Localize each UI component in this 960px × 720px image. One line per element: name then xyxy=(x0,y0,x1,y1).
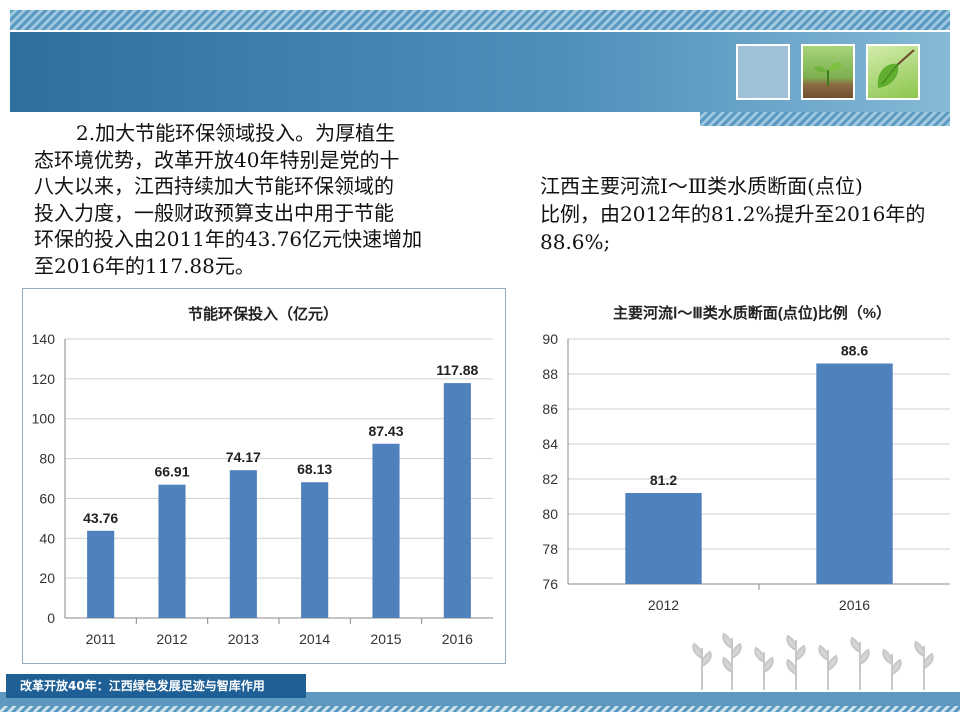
x-tick-label: 2011 xyxy=(86,631,116,647)
y-tick-label: 76 xyxy=(542,576,558,592)
left-paragraph-line: 八大以来，江西持续加大节能环保领域的 xyxy=(34,174,394,198)
right-paragraph-line: 比例，由2012年的81.2%提升至2016年的 xyxy=(540,202,926,226)
header-stripe-right xyxy=(700,112,950,126)
footer-label: 改革开放40年：江西绿色发展足迹与智库作用 xyxy=(6,674,306,698)
bar xyxy=(301,482,329,618)
y-tick-label: 80 xyxy=(39,451,55,467)
right-paragraph-line: 88.6%; xyxy=(540,230,611,254)
header-thumbnail-sprout xyxy=(801,44,855,100)
data-label: 81.2 xyxy=(650,472,677,488)
y-tick-label: 0 xyxy=(47,610,55,626)
bar xyxy=(87,530,115,618)
data-label: 88.6 xyxy=(841,343,868,359)
x-tick-label: 2016 xyxy=(839,597,870,613)
left-paragraph: 2.加大节能环保领域投入。为厚植生 态环境优势，改革开放40年特别是党的十 八大… xyxy=(34,120,494,279)
data-label: 68.13 xyxy=(297,461,332,477)
investment-chart-frame: 节能环保投入（亿元） 0 20 40 60 80 100 120 140 43.76 2011 66.… xyxy=(22,288,506,664)
y-tick-label: 78 xyxy=(542,541,558,557)
x-tick-label: 2012 xyxy=(156,631,187,647)
data-label: 87.43 xyxy=(368,423,403,439)
bar xyxy=(372,443,400,618)
y-tick-label: 80 xyxy=(542,506,558,522)
x-tick-label: 2016 xyxy=(442,631,473,647)
header-thumbnail-blank xyxy=(736,44,790,100)
left-paragraph-line: 态环境优势，改革开放40年特别是党的十 xyxy=(34,147,400,172)
y-tick-label: 82 xyxy=(542,471,558,487)
left-paragraph-line: 2.加大节能环保领域投入。为厚植生 xyxy=(76,121,396,145)
left-paragraph-line: 至2016年的117.88元。 xyxy=(34,253,255,278)
left-paragraph-line: 环保的投入由2011年的43.76亿元快速增加 xyxy=(34,227,423,251)
x-tick-label: 2013 xyxy=(228,631,259,647)
data-label: 117.88 xyxy=(436,362,478,378)
investment-chart: 节能环保投入（亿元） 0 20 40 60 80 100 120 140 43.76 2011 66.… xyxy=(32,305,493,647)
bar xyxy=(158,484,186,618)
header-stripe xyxy=(10,10,950,30)
y-tick-label: 140 xyxy=(32,331,56,347)
right-paragraph: 江西主要河流Ⅰ～Ⅲ类水质断面(点位) 比例，由2012年的81.2%提升至201… xyxy=(540,172,960,256)
chart-title: 主要河流Ⅰ～Ⅲ类水质断面(点位)比例（%） xyxy=(613,304,891,322)
water-quality-chart-frame: 主要河流Ⅰ～Ⅲ类水质断面(点位)比例（%） 76 78 80 82 84 86 88 90 81.… xyxy=(520,290,960,630)
y-tick-label: 40 xyxy=(39,530,55,546)
footer-stripe xyxy=(0,706,960,712)
bar xyxy=(443,383,471,618)
y-tick-label: 100 xyxy=(32,411,56,427)
x-tick-label: 2015 xyxy=(370,631,401,647)
x-tick-label: 2012 xyxy=(648,597,679,613)
plants-decoration xyxy=(692,632,934,690)
data-label: 74.17 xyxy=(226,449,261,465)
bar xyxy=(816,363,893,584)
y-tick-label: 88 xyxy=(542,366,558,382)
y-tick-label: 84 xyxy=(542,436,558,452)
data-label: 66.91 xyxy=(154,464,189,480)
y-tick-label: 90 xyxy=(542,331,558,347)
y-tick-label: 60 xyxy=(39,490,55,506)
y-tick-label: 20 xyxy=(39,570,55,586)
bar xyxy=(229,470,257,618)
x-tick-label: 2014 xyxy=(299,631,330,647)
chart-title: 节能环保投入（亿元） xyxy=(188,305,338,323)
water-quality-chart: 主要河流Ⅰ～Ⅲ类水质断面(点位)比例（%） 76 78 80 82 84 86 88 90 81.… xyxy=(542,304,950,613)
data-label: 43.76 xyxy=(83,510,118,526)
header-band xyxy=(10,32,950,112)
y-tick-label: 120 xyxy=(32,371,56,387)
left-paragraph-line: 投入力度，一般财政预算支出中用于节能 xyxy=(34,200,394,225)
y-tick-label: 86 xyxy=(542,401,558,417)
bar xyxy=(625,493,702,584)
header-thumbnail-leaf xyxy=(866,44,920,100)
right-paragraph-line: 江西主要河流Ⅰ～Ⅲ类水质断面(点位) xyxy=(540,174,863,198)
